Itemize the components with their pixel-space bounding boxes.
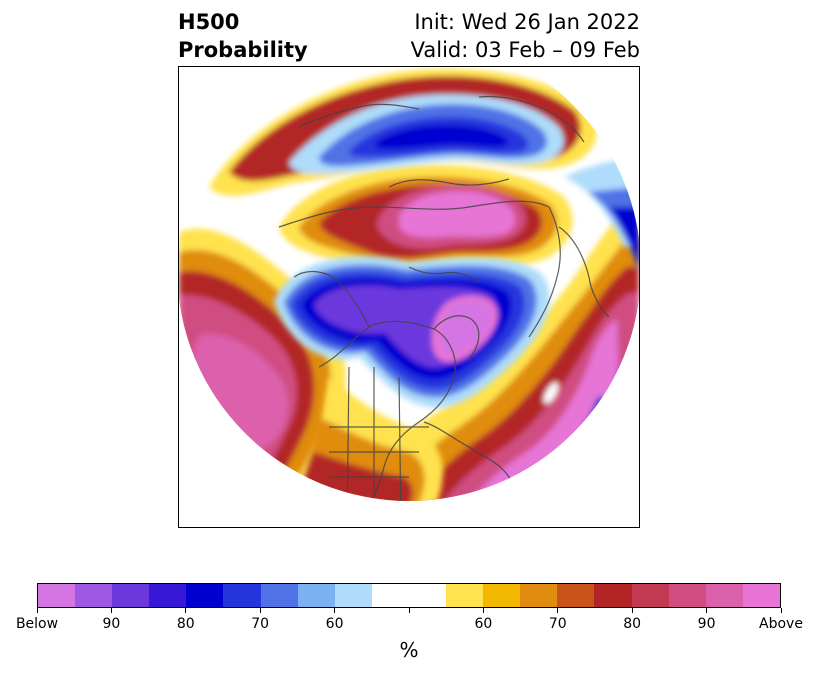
chart-title-block: H500 Probability xyxy=(178,8,308,64)
map-canvas xyxy=(179,67,639,501)
colorbar-tick-label: 60 xyxy=(474,616,493,632)
init-date: Init: Wed 26 Jan 2022 xyxy=(414,10,640,34)
eurasia-trough xyxy=(209,68,598,196)
colorbar-tick xyxy=(408,608,410,613)
colorbar-cell xyxy=(371,584,409,607)
probability-map xyxy=(178,66,640,528)
arctic-ridge xyxy=(279,164,573,275)
colorbar-cell xyxy=(742,584,780,607)
colorbar-cell xyxy=(260,584,298,607)
colorbar-cell xyxy=(446,584,484,607)
colorbar-tick xyxy=(482,608,484,613)
colorbar-unit-label: % xyxy=(399,638,419,662)
colorbar-tick xyxy=(259,608,261,613)
colorbar-tick-label: 90 xyxy=(697,616,716,632)
colorbar-tick xyxy=(631,608,633,613)
valid-range: Valid: 03 Feb – 09 Feb xyxy=(410,38,640,62)
colorbar-tick xyxy=(557,608,559,613)
colorbar-tick-label: 90 xyxy=(102,616,121,632)
colorbar-cell xyxy=(483,584,521,607)
colorbar-cell xyxy=(38,584,76,607)
colorbar-tick-label: 60 xyxy=(325,616,344,632)
colorbar-cell xyxy=(408,584,447,607)
colorbar-tick-label: 80 xyxy=(623,616,642,632)
colorbar-tick-label: Above xyxy=(759,616,803,632)
colorbar-tick xyxy=(780,608,782,613)
colorbar-tick-label: 70 xyxy=(251,616,270,632)
colorbar-cell xyxy=(594,584,632,607)
canada-trough xyxy=(274,256,550,408)
probability-field xyxy=(179,67,639,501)
colorbar-tick-label: Below xyxy=(15,616,59,632)
colorbar-cell xyxy=(557,584,595,607)
colorbar-cell xyxy=(75,584,113,607)
colorbar-tick xyxy=(110,608,112,613)
colorbar-cell xyxy=(186,584,224,607)
colorbar-cell xyxy=(112,584,150,607)
colorbar-tick-label: 70 xyxy=(548,616,567,632)
colorbar-cell xyxy=(631,584,669,607)
colorbar-cell xyxy=(520,584,558,607)
colorbar-tick xyxy=(334,608,336,613)
colorbar xyxy=(37,583,781,608)
colorbar-cell xyxy=(668,584,706,607)
colorbar-cell xyxy=(705,584,743,607)
product-title: Probability xyxy=(178,38,308,62)
colorbar-tick xyxy=(706,608,708,613)
colorbar-cell xyxy=(334,584,372,607)
date-block: Init: Wed 26 Jan 2022 Valid: 03 Feb – 09… xyxy=(411,8,640,64)
colorbar-cell xyxy=(149,584,187,607)
colorbar-tick-label: 80 xyxy=(176,616,195,632)
colorbar-tick xyxy=(36,608,38,613)
variable-title: H500 xyxy=(178,10,240,34)
colorbar-cell xyxy=(297,584,335,607)
colorbar-cell xyxy=(223,584,261,607)
colorbar-tick xyxy=(185,608,187,613)
